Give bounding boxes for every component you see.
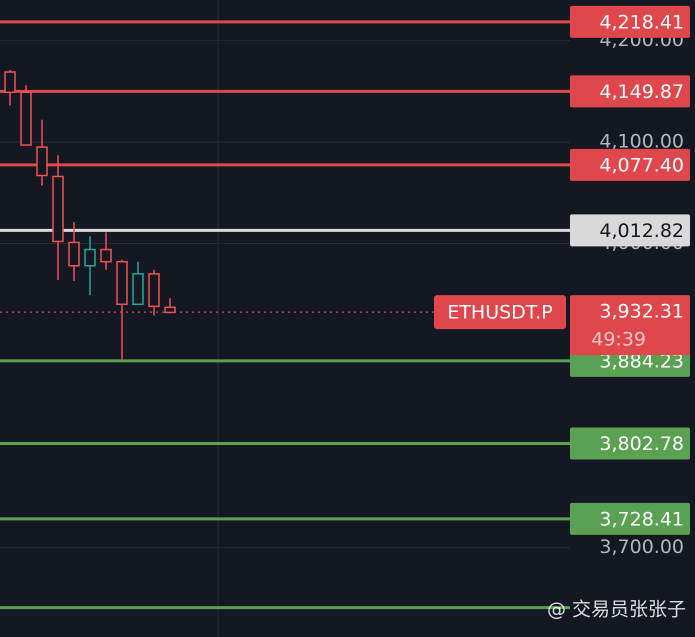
candle-body bbox=[68, 241, 80, 267]
symbol-label: ETHUSDT.P bbox=[447, 302, 552, 324]
price-level-tag bbox=[570, 148, 690, 181]
candle-body bbox=[116, 260, 128, 306]
price-level-label: 4,012.82 bbox=[599, 220, 684, 242]
price-level-label: 3,802.78 bbox=[599, 433, 684, 455]
price-level-tag bbox=[570, 5, 690, 38]
price-level-label: 4,218.41 bbox=[599, 11, 684, 33]
candle-body bbox=[164, 306, 176, 314]
candle-body bbox=[36, 146, 48, 177]
candle-body bbox=[148, 273, 160, 308]
price-level-label: 3,728.41 bbox=[599, 508, 684, 530]
y-tick-label: 4,100.00 bbox=[599, 131, 684, 153]
candle-body bbox=[132, 273, 144, 306]
countdown-label: 49:39 bbox=[591, 329, 646, 351]
price-level-tag bbox=[570, 214, 690, 247]
candle-body bbox=[4, 71, 16, 94]
price-level-tag bbox=[570, 427, 690, 460]
candle-body bbox=[52, 175, 64, 243]
watermark: @ 交易员张张子 bbox=[547, 599, 686, 621]
candle-body bbox=[20, 91, 32, 146]
candle-body bbox=[100, 248, 112, 263]
candle-body bbox=[84, 248, 96, 267]
price-level-label: 4,149.87 bbox=[599, 81, 684, 103]
y-tick-label: 3,700.00 bbox=[599, 536, 684, 558]
last-price-label: 3,932.31 bbox=[599, 301, 684, 323]
symbol-tag bbox=[434, 295, 566, 330]
price-level-tag bbox=[570, 75, 690, 108]
price-level-tag bbox=[570, 502, 690, 535]
last-price-tag bbox=[570, 295, 690, 356]
price-level-label: 4,077.40 bbox=[599, 154, 684, 176]
price-level-label: 3,884.23 bbox=[599, 350, 684, 372]
